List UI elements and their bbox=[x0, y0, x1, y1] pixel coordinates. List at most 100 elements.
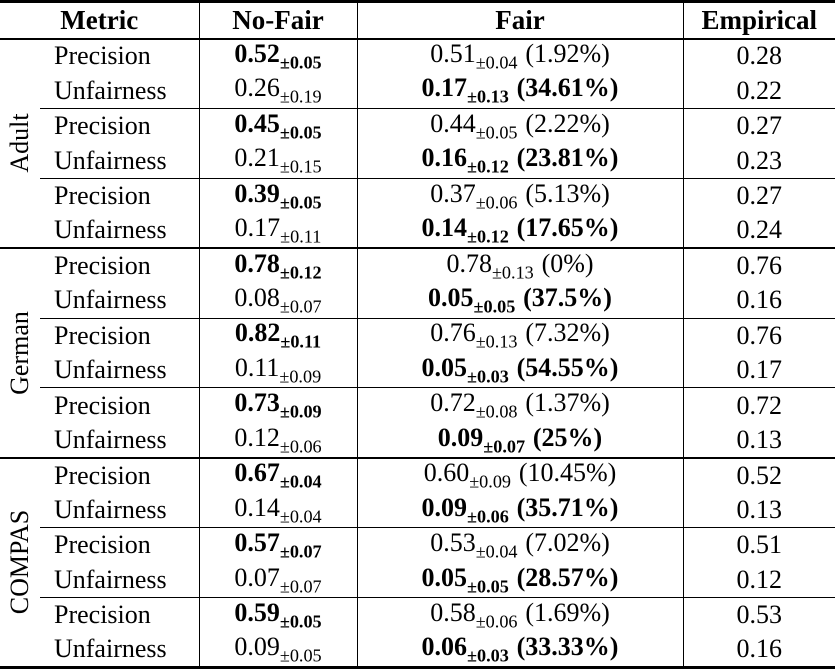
no-fair-cell: 0.39±0.05 bbox=[199, 177, 358, 214]
empirical-cell: 0.13 bbox=[736, 494, 783, 524]
empirical-cell: 0.16 bbox=[736, 634, 783, 664]
empirical-cell: 0.52 bbox=[683, 456, 835, 493]
metric-cell: Unfairness bbox=[40, 283, 200, 318]
fair-cell: 0.76±0.13 (7.32%) bbox=[357, 317, 684, 353]
fair-cell: 0.51±0.04 (1.92%) bbox=[357, 38, 684, 74]
no-fair-cell: 0.52±0.05 bbox=[199, 38, 358, 74]
fair-cell: 0.58±0.06 (1.69%) bbox=[357, 597, 684, 633]
fair-cell: 0.05±0.05 (37.5%) bbox=[357, 283, 684, 318]
empirical-cell: 0.17 bbox=[736, 355, 783, 385]
no-fair-cell: 0.08±0.07 bbox=[199, 283, 358, 318]
metric-cell: Precision bbox=[40, 597, 200, 633]
empirical-cell: 0.13 bbox=[736, 424, 783, 454]
table-row: Unfairness 0.21±0.15 0.16±0.12 (23.81%) 0… bbox=[0, 143, 835, 179]
dataset-label-text: COMPAS bbox=[5, 510, 34, 615]
fair-cell: 0.44±0.05 (2.22%) bbox=[357, 107, 684, 144]
dataset-label-text: Adult bbox=[5, 113, 34, 173]
table-row: Precision 0.57±0.07 0.53±0.04 (7.02%) 0.5… bbox=[0, 527, 835, 563]
empirical-cell: 0.76 bbox=[683, 247, 835, 284]
table-row: COMPAS Precision 0.67±0.04 0.60±0.09 (10.… bbox=[0, 456, 835, 668]
no-fair-cell: 0.09±0.05 bbox=[199, 632, 358, 668]
fair-cell: 0.17±0.13 (34.61%) bbox=[357, 73, 684, 109]
table-row: Unfairness 0.07±0.07 0.05±0.05 (28.57%) 0… bbox=[0, 562, 835, 598]
no-fair-cell: 0.73±0.09 bbox=[199, 387, 358, 423]
table-row: Unfairness 0.17±0.11 0.14±0.12 (17.65%) 0… bbox=[0, 213, 835, 249]
no-fair-cell: 0.26±0.19 bbox=[199, 73, 358, 109]
no-fair-cell: 0.78±0.12 bbox=[199, 247, 358, 284]
table-row: Precision 0.82±0.11 0.76±0.13 (7.32%) 0.7… bbox=[0, 317, 835, 353]
fair-cell: 0.06±0.03 (33.33%) bbox=[357, 632, 684, 668]
empirical-cell: 0.27 bbox=[683, 177, 835, 214]
empirical-cell: 0.23 bbox=[736, 145, 783, 175]
col-header-no-fair: No-Fair bbox=[199, 1, 358, 40]
metric-cell: Unfairness bbox=[40, 213, 200, 249]
metric-cell: Unfairness bbox=[40, 562, 200, 598]
table-row: Unfairness 0.09±0.05 0.06±0.03 (33.33%) 0… bbox=[0, 632, 835, 668]
fair-cell: 0.05±0.05 (28.57%) bbox=[357, 562, 684, 598]
table-row: Adult Precision 0.52±0.05 0.51±0.04 (1.92… bbox=[0, 38, 835, 173]
dataset-label-german: German bbox=[0, 247, 40, 458]
dataset-label-text: German bbox=[5, 311, 34, 395]
col-header-fair: Fair bbox=[357, 1, 684, 40]
no-fair-cell: 0.45±0.05 bbox=[199, 107, 358, 144]
no-fair-cell: 0.59±0.05 bbox=[199, 597, 358, 633]
empirical-cell: 0.51 bbox=[683, 527, 835, 563]
table-row: German Precision 0.78±0.12 0.78±0.13 (0%)… bbox=[0, 247, 835, 458]
metric-cell: Unfairness bbox=[40, 143, 200, 179]
no-fair-cell: 0.14±0.04 bbox=[199, 492, 358, 528]
fair-cell: 0.60±0.09 (10.45%) bbox=[357, 456, 684, 493]
no-fair-cell: 0.21±0.15 bbox=[199, 143, 358, 179]
metric-cell: Precision bbox=[40, 527, 200, 563]
metric-cell: Precision bbox=[40, 317, 200, 353]
empirical-cell: 0.72 bbox=[683, 387, 835, 423]
metric-cell: Unfairness bbox=[40, 632, 200, 668]
fair-cell: 0.14±0.12 (17.65%) bbox=[357, 213, 684, 249]
no-fair-cell: 0.07±0.07 bbox=[199, 562, 358, 598]
metric-cell: Precision bbox=[40, 177, 200, 214]
empirical-cell: 0.76 bbox=[683, 317, 835, 353]
table-row: Precision 0.45±0.05 0.44±0.05 (2.22%) 0.2… bbox=[0, 107, 835, 144]
header-row: Metric No-Fair Fair Empirical bbox=[0, 1, 835, 40]
empirical-cell: 0.22 bbox=[736, 75, 783, 105]
table-row: Unfairness 0.26±0.19 0.17±0.13 (34.61%) 0… bbox=[0, 73, 835, 109]
table-row: Precision 0.59±0.05 0.58±0.06 (1.69%) 0.5… bbox=[0, 597, 835, 633]
fair-cell: 0.16±0.12 (23.81%) bbox=[357, 143, 684, 179]
fair-cell: 0.37±0.06 (5.13%) bbox=[357, 177, 684, 214]
empirical-cell: 0.12 bbox=[736, 564, 783, 594]
metric-cell: Unfairness bbox=[40, 492, 200, 528]
fair-cell: 0.53±0.04 (7.02%) bbox=[357, 527, 684, 563]
fair-cell: 0.05±0.03 (54.55%) bbox=[357, 352, 684, 388]
table-row: Unfairness 0.14±0.04 0.09±0.06 (35.71%) 0… bbox=[0, 492, 835, 528]
table-row: Unfairness 0.08±0.07 0.05±0.05 (37.5%) 0.… bbox=[0, 283, 835, 318]
table-row: Unfairness 0.11±0.09 0.05±0.03 (54.55%) 0… bbox=[0, 352, 835, 388]
table-row: Precision 0.73±0.09 0.72±0.08 (1.37%) 0.7… bbox=[0, 387, 835, 423]
col-header-metric: Metric bbox=[0, 1, 200, 40]
fair-cell: 0.78±0.13 (0%) bbox=[357, 247, 684, 284]
metric-cell: Precision bbox=[40, 107, 200, 144]
empirical-cell: 0.27 bbox=[683, 107, 835, 144]
metric-cell: Precision bbox=[40, 38, 200, 74]
dataset-label-adult: Adult bbox=[0, 39, 40, 249]
table-row: Unfairness 0.12±0.06 0.09±0.07 (25%) 0.13 bbox=[0, 422, 835, 458]
no-fair-cell: 0.12±0.06 bbox=[199, 422, 358, 458]
no-fair-cell: 0.57±0.07 bbox=[199, 527, 358, 563]
metric-cell: Precision bbox=[40, 387, 200, 423]
col-header-empirical: Empirical bbox=[683, 1, 835, 40]
metric-cell: Unfairness bbox=[40, 352, 200, 388]
dataset-label-compas: COMPAS bbox=[0, 456, 40, 668]
no-fair-cell: 0.17±0.11 bbox=[199, 213, 358, 249]
empirical-cell: 0.53 bbox=[683, 597, 835, 633]
table-row: Precision 0.39±0.05 0.37±0.06 (5.13%) 0.2… bbox=[0, 177, 835, 214]
empirical-cell: 0.28 bbox=[736, 41, 783, 71]
metric-cell: Unfairness bbox=[40, 422, 200, 458]
metric-cell: Unfairness bbox=[40, 73, 200, 109]
empirical-cell: 0.16 bbox=[736, 285, 783, 315]
fair-cell: 0.72±0.08 (1.37%) bbox=[357, 387, 684, 423]
no-fair-cell: 0.11±0.09 bbox=[199, 352, 358, 388]
fair-cell: 0.09±0.07 (25%) bbox=[357, 422, 684, 458]
metric-cell: Precision bbox=[40, 247, 200, 284]
no-fair-cell: 0.82±0.11 bbox=[199, 317, 358, 353]
metric-cell: Precision bbox=[40, 456, 200, 493]
